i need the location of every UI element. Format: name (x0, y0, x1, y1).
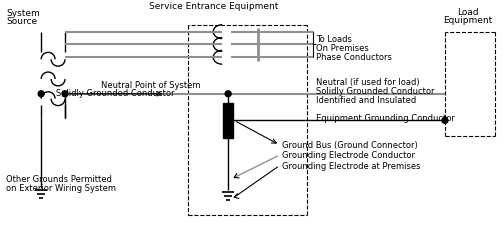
Text: Neutral Point of System: Neutral Point of System (101, 81, 200, 90)
Text: Grounding Electrode Conductor: Grounding Electrode Conductor (282, 151, 415, 160)
Text: on Exterior Wiring System: on Exterior Wiring System (7, 184, 116, 193)
Circle shape (62, 91, 68, 97)
Text: Solidly Grounded Conductor: Solidly Grounded Conductor (56, 89, 174, 98)
Text: Source: Source (7, 17, 37, 26)
Text: Equipment Grounding Conductor: Equipment Grounding Conductor (316, 114, 455, 123)
Text: On Premises: On Premises (316, 44, 368, 53)
Circle shape (442, 117, 448, 123)
Text: To Loads: To Loads (316, 35, 351, 44)
Text: Phase Conductors: Phase Conductors (316, 53, 392, 62)
Text: Grounding Electrode at Premises: Grounding Electrode at Premises (282, 162, 420, 171)
Text: Identified and Insulated: Identified and Insulated (316, 96, 416, 105)
Text: Solidly Grounded Conductor: Solidly Grounded Conductor (316, 87, 434, 96)
Text: Other Grounds Permitted: Other Grounds Permitted (7, 175, 112, 184)
Text: Service Entrance Equipment: Service Entrance Equipment (149, 2, 278, 11)
Text: Equipment: Equipment (443, 16, 492, 25)
Text: Neutral (if used for load): Neutral (if used for load) (316, 78, 419, 87)
Circle shape (38, 91, 44, 97)
Text: Ground Bus (Ground Connector): Ground Bus (Ground Connector) (282, 141, 418, 150)
Bar (223, 103, 233, 138)
Circle shape (225, 91, 231, 97)
Text: System: System (7, 9, 40, 18)
Text: Load: Load (457, 8, 479, 17)
